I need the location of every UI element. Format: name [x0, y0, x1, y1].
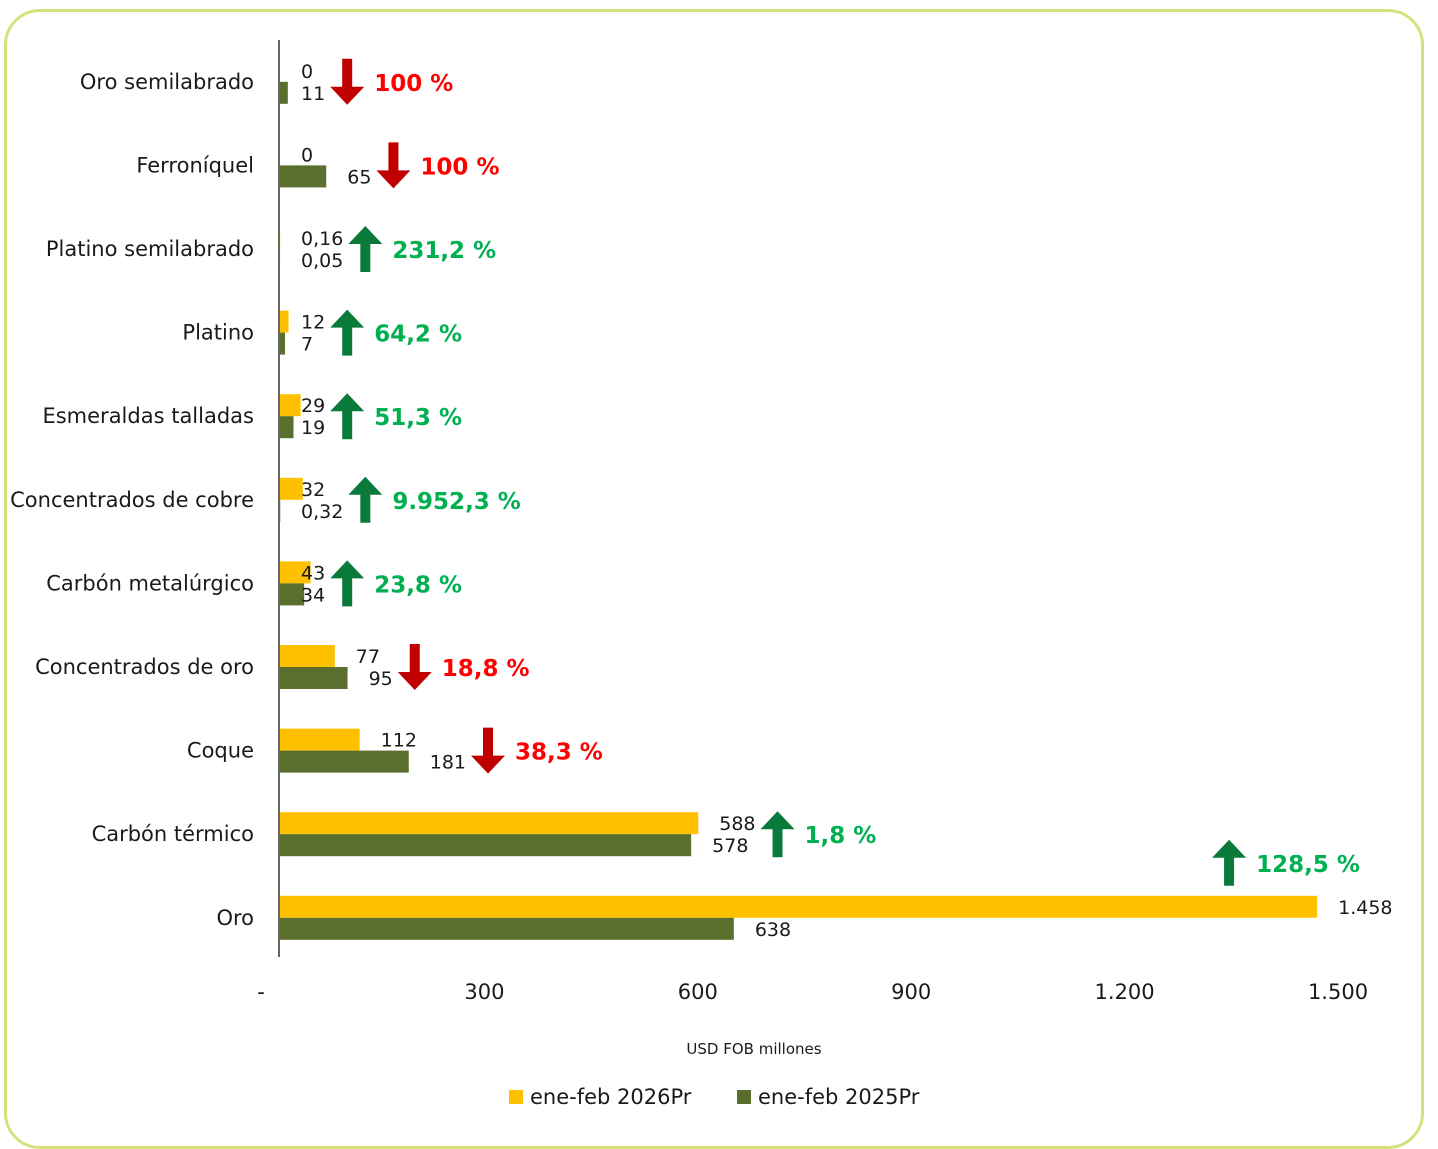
data-label-2025: 0,05	[301, 250, 343, 272]
category-label: Platino	[182, 321, 254, 345]
x-tick-label: 300	[464, 980, 504, 1004]
data-label-2025: 65	[347, 166, 371, 188]
data-label-2025: 95	[369, 668, 393, 690]
arrow-up-icon	[348, 226, 382, 272]
arrow-up-icon	[330, 560, 364, 606]
category-label: Carbón metalúrgico	[46, 571, 254, 595]
data-label-2025: 638	[755, 919, 791, 941]
data-label-2026: 43	[301, 562, 325, 584]
data-label-2025: 578	[712, 835, 748, 857]
legend-swatch-2026	[509, 1090, 523, 1104]
category-label: Ferroníquel	[136, 153, 254, 177]
bar-2026	[280, 311, 289, 333]
data-label-2026: 29	[301, 395, 325, 417]
x-tick-label: 1.500	[1308, 980, 1368, 1004]
change-label: 9.952,3 %	[392, 489, 521, 515]
category-label: Esmeraldas talladas	[42, 404, 254, 428]
data-label-2026: 77	[356, 646, 380, 668]
change-label: 1,8 %	[805, 823, 877, 849]
change-label: 18,8 %	[442, 656, 530, 682]
bar-2025	[280, 82, 288, 104]
bar-2025	[280, 751, 409, 773]
data-label-2025: 19	[301, 417, 325, 439]
category-label: Carbón térmico	[92, 822, 254, 846]
data-label-2026: 1.458	[1338, 897, 1392, 919]
category-label: Oro semilabrado	[80, 70, 254, 94]
bar-2025	[280, 667, 348, 689]
bar-2025	[280, 165, 326, 187]
data-label-2025: 181	[430, 752, 466, 774]
bar-2026	[280, 394, 301, 416]
data-label-2025: 0,32	[301, 501, 343, 523]
bar-2025	[280, 918, 734, 940]
bar-2025	[280, 333, 285, 355]
legend-label-2026: ene-feb 2026Pr	[530, 1085, 692, 1109]
data-label-2026: 588	[719, 813, 755, 835]
category-label: Platino semilabrado	[46, 237, 254, 261]
bar-2025	[280, 834, 691, 856]
category-label: Concentrados de cobre	[10, 488, 254, 512]
data-label-2026: 0	[301, 61, 313, 83]
data-label-2026: 32	[301, 479, 325, 501]
arrow-up-icon	[1212, 840, 1246, 886]
data-label-2026: 12	[301, 312, 325, 334]
bar-2026	[280, 645, 335, 667]
category-label: Concentrados de oro	[35, 655, 254, 679]
bar-2026	[280, 729, 360, 751]
data-label-2025: 11	[301, 83, 325, 105]
x-tick-label: 600	[678, 980, 718, 1004]
change-label: 100 %	[374, 71, 453, 97]
legend-label-2025: ene-feb 2025Pr	[758, 1085, 920, 1109]
change-label: 23,8 %	[374, 572, 462, 598]
change-label: 64,2 %	[374, 322, 462, 348]
x-axis-title: USD FOB millones	[686, 1040, 821, 1058]
change-label: 38,3 %	[515, 740, 603, 766]
category-label: Oro	[216, 906, 254, 930]
data-label-2026: 0	[301, 144, 313, 166]
bar-2026	[280, 812, 698, 834]
change-label: 100 %	[420, 154, 499, 180]
arrow-down-icon	[398, 644, 432, 690]
legend-swatch-2025	[737, 1090, 751, 1104]
x-tick-label: 1.200	[1095, 980, 1155, 1004]
data-label-2026: 112	[381, 730, 417, 752]
data-label-2025: 7	[301, 334, 313, 356]
change-label: 231,2 %	[392, 238, 496, 264]
arrow-down-icon	[376, 142, 410, 188]
data-label-2025: 34	[301, 584, 325, 606]
arrow-up-icon	[330, 310, 364, 356]
x-tick-label: 900	[891, 980, 931, 1004]
bar-2026	[280, 478, 303, 500]
arrow-up-icon	[348, 477, 382, 523]
change-label: 128,5 %	[1256, 852, 1360, 878]
category-label: Coque	[187, 739, 254, 763]
arrow-up-icon	[330, 393, 364, 439]
bar-2025	[280, 416, 294, 438]
arrow-down-icon	[471, 728, 505, 774]
change-label: 51,3 %	[374, 405, 462, 431]
data-label-2026: 0,16	[301, 228, 343, 250]
x-tick-label: -	[257, 980, 265, 1004]
bar-2026	[280, 896, 1317, 918]
arrow-up-icon	[761, 811, 795, 857]
arrow-down-icon	[330, 59, 364, 105]
